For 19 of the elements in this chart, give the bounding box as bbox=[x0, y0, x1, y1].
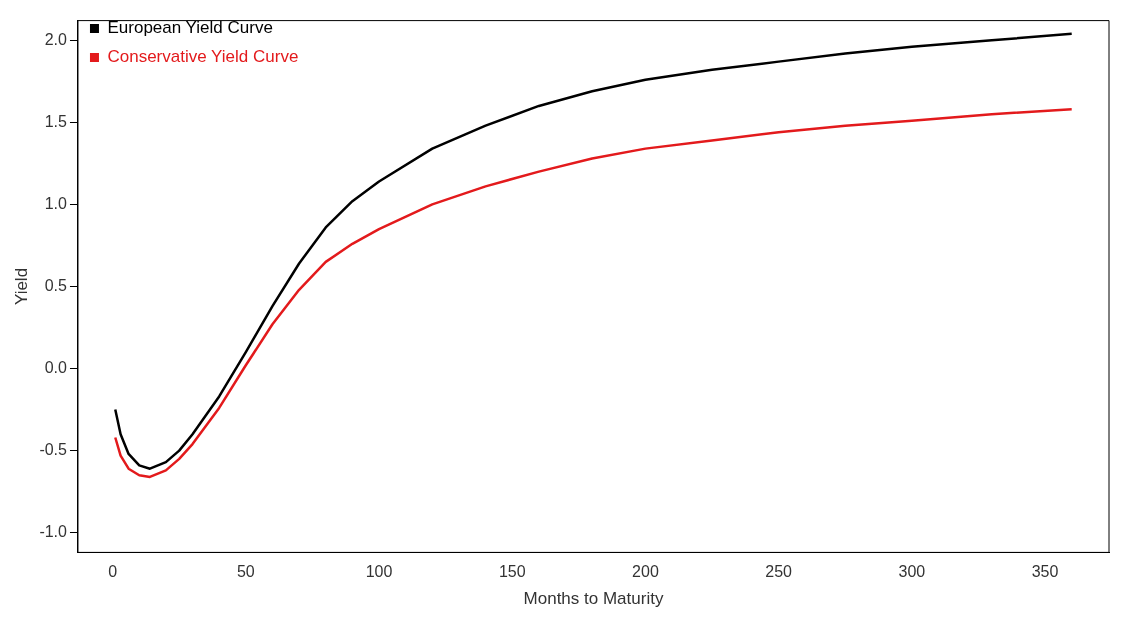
x-tick-label: 300 bbox=[898, 563, 926, 581]
y-tick-label: -0.5 bbox=[39, 441, 68, 459]
x-tick-label: 200 bbox=[632, 563, 659, 581]
y-tick-label: 1.5 bbox=[44, 112, 68, 130]
x-axis-title: Months to Maturity bbox=[523, 589, 664, 609]
y-tick-label: -1.0 bbox=[39, 523, 68, 541]
x-tick-label: 350 bbox=[1031, 563, 1059, 581]
y-tick-label: 0.5 bbox=[44, 276, 68, 294]
y-tick-label: 2.0 bbox=[44, 30, 68, 48]
x-tick-label: 100 bbox=[365, 563, 393, 581]
y-tick-label: 1.0 bbox=[44, 194, 68, 212]
legend-label: European Yield Curve bbox=[107, 18, 273, 38]
y-axis-title: Yield bbox=[11, 267, 31, 306]
x-tick-label: 150 bbox=[498, 563, 526, 581]
legend-label: Conservative Yield Curve bbox=[107, 47, 299, 67]
x-tick-label: 50 bbox=[236, 563, 255, 581]
y-tick-label: 0.0 bbox=[44, 358, 68, 376]
x-tick-label: 250 bbox=[765, 563, 793, 581]
x-tick-label: 0 bbox=[108, 563, 118, 581]
